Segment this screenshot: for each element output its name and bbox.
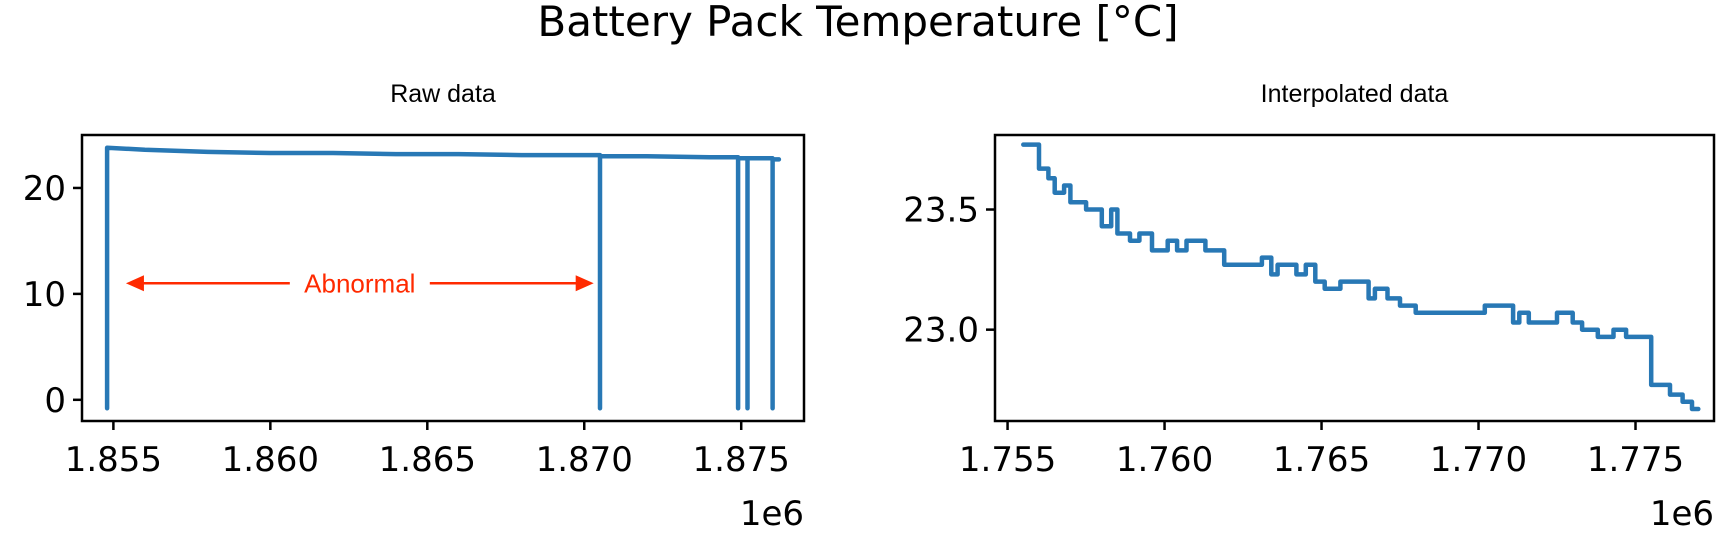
arrowhead-right <box>575 275 594 292</box>
y-tick-label: 10 <box>23 275 66 315</box>
x-tick-label: 1.860 <box>222 440 319 480</box>
x-offset-label: 1e6 <box>740 494 804 534</box>
y-tick-label: 23.0 <box>903 311 979 351</box>
x-tick-label: 1.775 <box>1587 440 1684 480</box>
x-tick-label: 1.865 <box>379 440 476 480</box>
y-tick-label: 0 <box>44 381 66 421</box>
x-tick-label: 1.765 <box>1273 440 1370 480</box>
x-tick-label: 1.755 <box>959 440 1056 480</box>
annotation-abnormal: Abnormal <box>125 268 594 298</box>
series-line <box>104 145 782 411</box>
figure-title: Battery Pack Temperature [°C] <box>537 0 1178 46</box>
x-tick-label: 1.875 <box>693 440 790 480</box>
x-tick-label: 1.870 <box>536 440 633 480</box>
x-offset-label: 1e6 <box>1650 494 1714 534</box>
subplot-title: Raw data <box>390 80 496 108</box>
y-tick-label: 23.5 <box>903 191 979 231</box>
arrowhead-left <box>125 275 144 292</box>
y-tick-label: 20 <box>23 169 66 209</box>
subplot-title: Interpolated data <box>1261 80 1449 108</box>
axes-frame <box>80 133 806 423</box>
chart-panel-raw: Raw data 1.855 1.860 1.865 1.870 1.875 0 10 20 1e… <box>23 80 806 534</box>
annotation-label: Abnormal <box>304 268 415 298</box>
x-tick-label: 1.770 <box>1430 440 1527 480</box>
x-tick-label: 1.760 <box>1116 440 1213 480</box>
x-tick-label: 1.855 <box>65 440 162 480</box>
series-line <box>1021 142 1701 412</box>
chart-panel-interpolated: Interpolated data 1.755 1.760 1.765 1.770 1.7… <box>903 80 1716 534</box>
axes-frame <box>993 133 1716 423</box>
